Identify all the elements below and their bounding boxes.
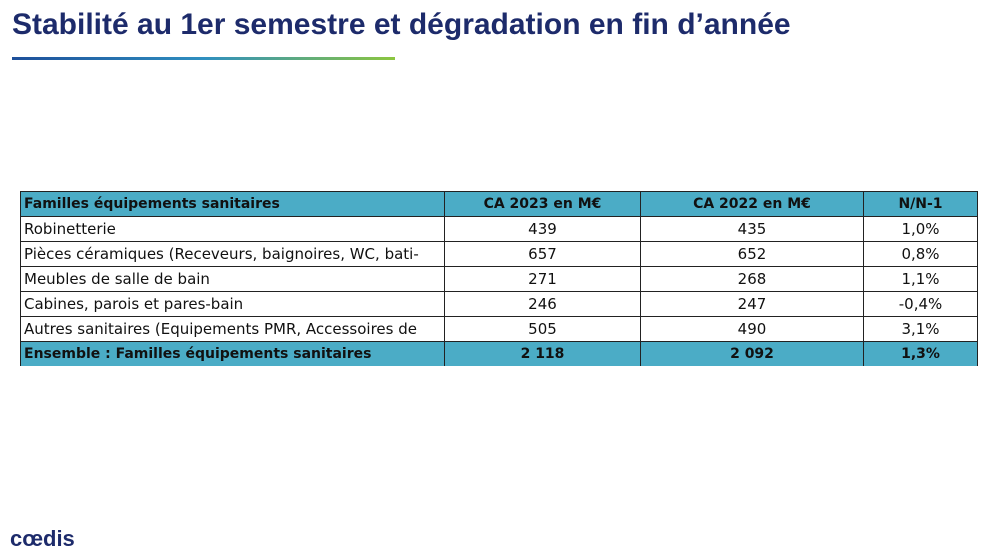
table-cell: 247 (640, 291, 864, 317)
table-cell: 2 118 (444, 341, 641, 366)
table-cell: 268 (640, 266, 864, 292)
body-row: Autres sanitaires (Equipements PMR, Acce… (20, 316, 978, 342)
table-cell: 1,0% (863, 216, 978, 242)
table-cell: Familles équipements sanitaires (20, 191, 445, 217)
table-cell: 505 (444, 316, 641, 342)
table-cell: 1,3% (863, 341, 978, 366)
body-row: Cabines, parois et pares-bain 246 247 -0,4% (20, 291, 978, 317)
table-cell: Meubles de salle de bain (20, 266, 445, 292)
table-cell: 1,1% (863, 266, 978, 292)
table-cell: 652 (640, 241, 864, 267)
table-cell: 271 (444, 266, 641, 292)
table-cell: Cabines, parois et pares-bain (20, 291, 445, 317)
table-cell: Ensemble : Familles équipements sanitair… (20, 341, 445, 366)
table-cell: 246 (444, 291, 641, 317)
table-cell: N/N-1 (863, 191, 978, 217)
table-cell: 3,1% (863, 316, 978, 342)
table-cell: Robinetterie (20, 216, 445, 242)
head-row: Familles équipements sanitaires CA 2023 e… (20, 191, 978, 217)
title-underline (12, 57, 395, 60)
table-cell: 439 (444, 216, 641, 242)
table-cell: 0,8% (863, 241, 978, 267)
table-cell: 435 (640, 216, 864, 242)
table-cell: Pièces céramiques (Receveurs, baignoires… (20, 241, 445, 267)
table-cell: CA 2023 en M€ (444, 191, 641, 217)
data-table: Familles équipements sanitaires CA 2023 e… (20, 191, 978, 366)
table-cell: 657 (444, 241, 641, 267)
table-cell: 490 (640, 316, 864, 342)
total-row: Ensemble : Familles équipements sanitair… (20, 341, 978, 366)
table-cell: 2 092 (640, 341, 864, 366)
slide-title: Stabilité au 1er semestre et dégradation… (12, 8, 791, 41)
body-row: Pièces céramiques (Receveurs, baignoires… (20, 241, 978, 267)
logo: cœdis (10, 526, 75, 551)
body-row: Meubles de salle de bain 271 268 1,1% (20, 266, 978, 292)
table-cell: Autres sanitaires (Equipements PMR, Acce… (20, 316, 445, 342)
table-cell: -0,4% (863, 291, 978, 317)
body-row: Robinetterie 439 435 1,0% (20, 216, 978, 242)
table-cell: CA 2022 en M€ (640, 191, 864, 217)
